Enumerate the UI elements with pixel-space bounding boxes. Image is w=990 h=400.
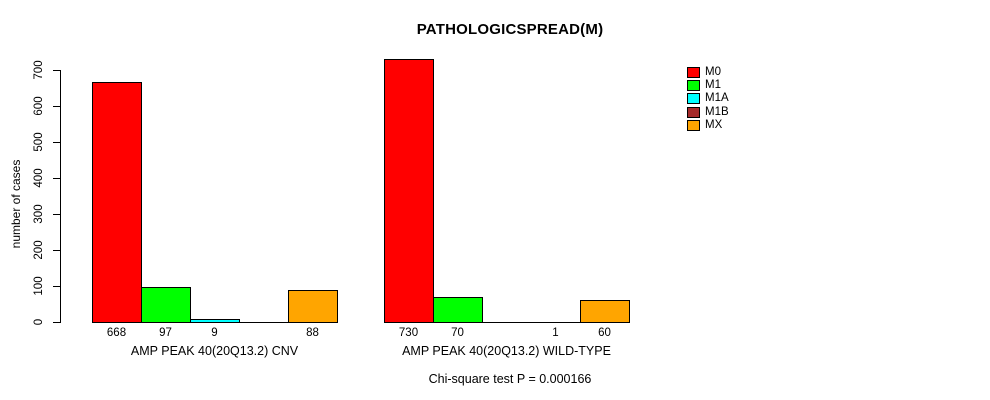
y-tick-label: 300 (33, 204, 45, 224)
y-tick (53, 70, 60, 71)
legend-label: MX (705, 118, 723, 131)
legend-item-m1: M1 (687, 79, 729, 92)
legend-swatch (687, 67, 700, 78)
legend-swatch (687, 93, 700, 105)
chi-square-annotation: Chi-square test P = 0.000166 (428, 372, 592, 386)
y-tick (53, 250, 60, 251)
bar-value-label: 70 (451, 327, 464, 339)
legend-item-m1a: M1A (687, 92, 729, 105)
bar-m0 (384, 59, 434, 323)
bar-value-label: 9 (211, 327, 218, 339)
legend-swatch (687, 106, 700, 118)
legend-swatch (687, 119, 700, 131)
y-tick-label: 700 (33, 60, 45, 80)
legend-label: M1A (705, 92, 729, 105)
group-label: AMP PEAK 40(20Q13.2) CNV (130, 344, 299, 358)
bar-value-label: 668 (106, 327, 127, 339)
legend-label: M0 (705, 66, 721, 78)
chart-title: PATHOLOGICSPREAD(M) (416, 21, 604, 38)
bar-m0 (92, 82, 142, 323)
y-tick-label: 600 (33, 96, 45, 116)
y-tick-label: 500 (33, 132, 45, 152)
legend-item-m1b: M1B (687, 106, 729, 119)
bar-value-label: 60 (598, 327, 611, 339)
legend: M0 M1 M1A M1B MX (687, 66, 729, 132)
bar-mx (580, 300, 630, 323)
legend-label: M1B (705, 105, 729, 118)
bar-m1 (433, 297, 483, 323)
y-tick-label: 0 (33, 318, 45, 326)
bar-m1 (141, 287, 191, 323)
y-axis-line (60, 70, 61, 323)
legend-label: M1 (705, 79, 721, 92)
bar-m1a (190, 319, 240, 323)
y-tick-label: 200 (33, 240, 45, 260)
x-axis-baseline (384, 322, 629, 323)
legend-swatch (687, 80, 700, 92)
bar-value-label: 97 (159, 327, 172, 339)
y-tick (53, 214, 60, 215)
bar-mx (288, 290, 338, 323)
legend-item-m0: M0 (687, 66, 729, 79)
group-label: AMP PEAK 40(20Q13.2) WILD-TYPE (402, 344, 611, 358)
legend-item-mx: MX (687, 119, 729, 132)
y-tick (53, 106, 60, 107)
y-tick (53, 178, 60, 179)
y-tick (53, 286, 60, 287)
y-tick (53, 322, 60, 323)
bar-value-label: 1 (552, 327, 559, 339)
bar-value-label: 730 (398, 327, 419, 339)
bar-value-label: 88 (306, 327, 319, 339)
y-tick-label: 100 (33, 276, 45, 296)
y-tick-label: 400 (33, 168, 45, 188)
y-tick (53, 142, 60, 143)
y-axis-label: number of cases (9, 159, 23, 249)
